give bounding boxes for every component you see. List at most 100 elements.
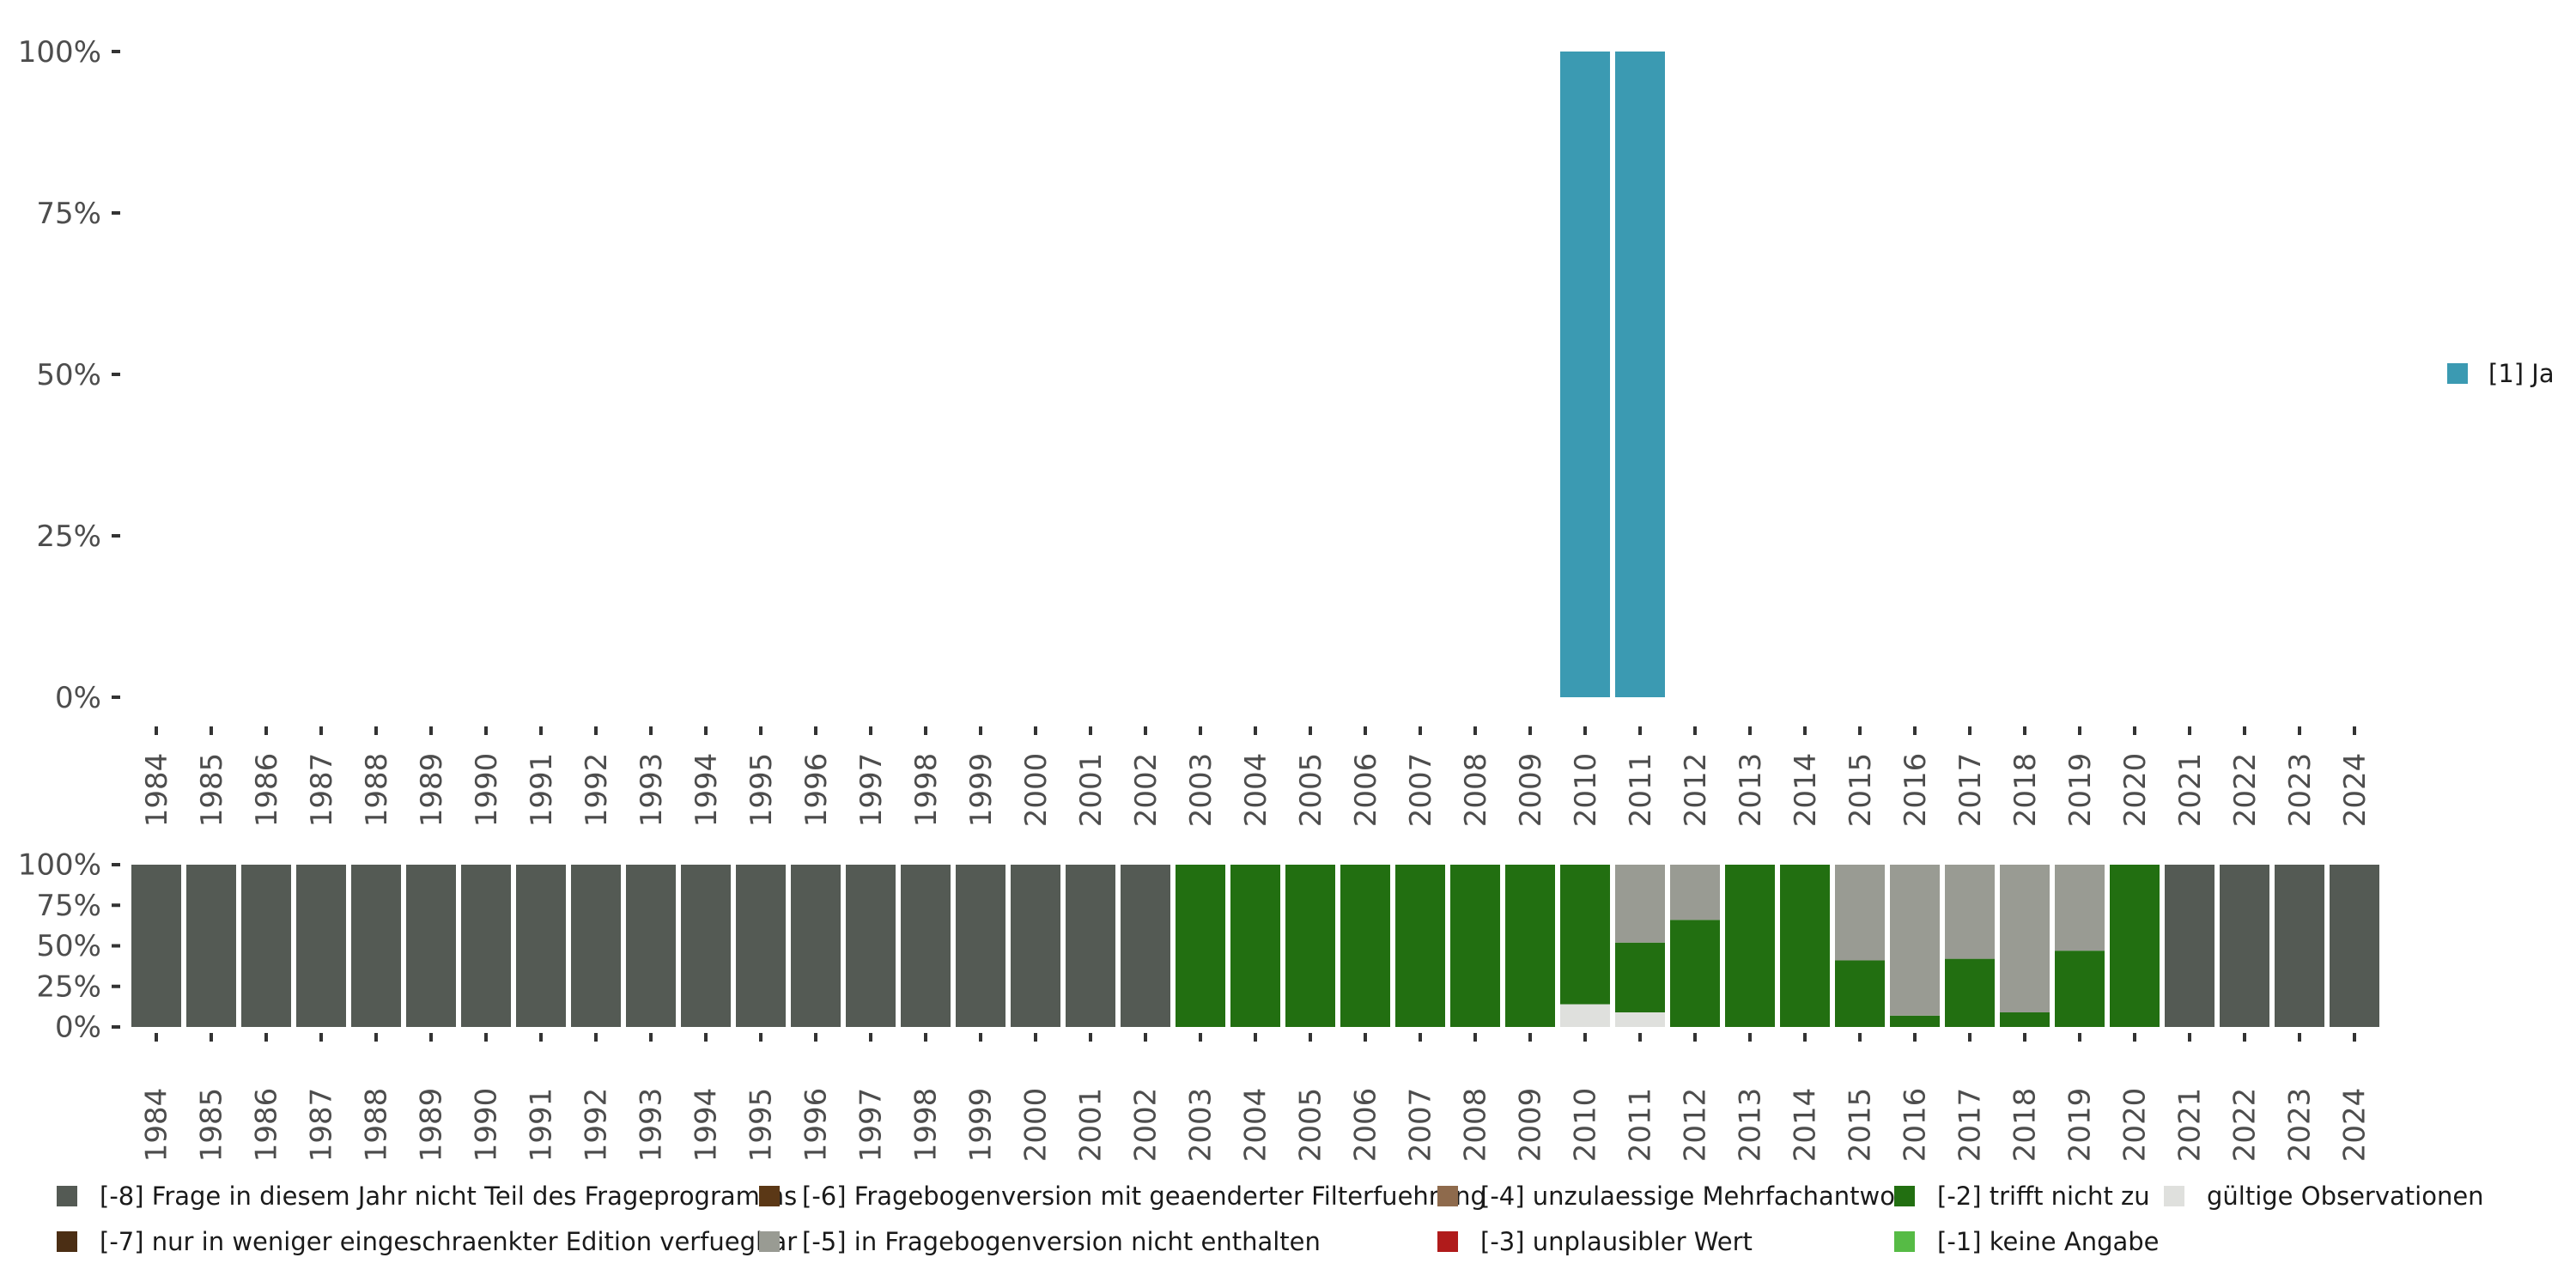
legend-swatch	[2164, 1186, 2184, 1206]
x-tick-label: 1993	[635, 1088, 669, 1163]
bar-segment	[1505, 865, 1555, 1027]
bar-segment	[1340, 865, 1390, 1027]
bar-segment	[2055, 865, 2105, 951]
x-tick-label: 2006	[1349, 753, 1383, 828]
x-tick-label: 2002	[1129, 753, 1163, 828]
bar-segment	[1121, 865, 1170, 1027]
bar-segment	[1011, 865, 1060, 1027]
bar-segment	[1285, 865, 1335, 1027]
y-tick-label: 100%	[18, 848, 101, 883]
x-tick-label: 2012	[1679, 1088, 1713, 1163]
x-tick-label: 1997	[854, 753, 889, 828]
bar-segment	[2275, 865, 2324, 1027]
y-tick-label: 25%	[36, 519, 101, 554]
legend-label: [-7] nur in weniger eingeschraenkter Edi…	[100, 1227, 797, 1256]
bar-segment	[186, 865, 236, 1027]
x-tick-label: 2001	[1074, 753, 1109, 828]
bar-segment	[1835, 865, 1885, 961]
bar-segment	[1725, 865, 1775, 1027]
x-tick-label: 2019	[2063, 1088, 2098, 1163]
x-tick-label: 2021	[2173, 1088, 2208, 1163]
x-tick-label: 2009	[1514, 1088, 1548, 1163]
x-tick-label: 2015	[1844, 753, 1878, 828]
x-tick-label: 2006	[1349, 1088, 1383, 1163]
bar-segment	[351, 865, 401, 1027]
bar-segment	[1560, 865, 1610, 1005]
x-tick-label: 1984	[140, 1088, 174, 1163]
x-tick-label: 1988	[360, 753, 394, 828]
x-tick-label: 2024	[2338, 1088, 2372, 1163]
bottom-chart-panel: 0% 25% 50% 75% 100% 1984 1985 1986 1987 1988 1989 1…	[18, 848, 2379, 1163]
x-tick-label: 2022	[2228, 1088, 2263, 1163]
x-tick-label: 1984	[140, 753, 174, 828]
legend-label: [1] Ja	[2488, 359, 2555, 388]
x-tick-label: 2013	[1734, 1088, 1768, 1163]
bar-segment	[1176, 865, 1225, 1027]
legend-label: [-8] Frage in diesem Jahr nicht Teil des…	[100, 1182, 797, 1211]
x-tick-label: 1992	[580, 1088, 614, 1163]
legend-label: [-6] Fragebogenversion mit geaenderter F…	[802, 1182, 1486, 1211]
bar-segment	[791, 865, 841, 1027]
legend-swatch	[2447, 363, 2468, 384]
x-tick-label: 2023	[2283, 1088, 2318, 1163]
bar-segment	[626, 865, 676, 1027]
legend-label: [-1] keine Angabe	[1937, 1227, 2160, 1256]
bar-segment	[2110, 865, 2160, 1027]
x-tick-label: 1999	[964, 753, 999, 828]
bar-segment	[1230, 865, 1280, 1027]
bar-segment	[296, 865, 346, 1027]
x-tick-label: 1991	[525, 1088, 559, 1163]
x-tick-label: 1998	[909, 1088, 944, 1163]
bar-segment	[461, 865, 511, 1027]
legend-label: [-3] unplausibler Wert	[1480, 1227, 1753, 1256]
y-tick-label: 0%	[55, 1011, 101, 1045]
x-tick-label: 2020	[2118, 753, 2153, 828]
x-tick-label: 2008	[1459, 753, 1493, 828]
x-tick-label: 2015	[1844, 1088, 1878, 1163]
x-tick-label: 2013	[1734, 753, 1768, 828]
x-tick-label: 2017	[1953, 753, 1988, 828]
x-tick-label: 2005	[1294, 753, 1328, 828]
legend-swatch	[1894, 1231, 1915, 1252]
x-tick-label: 1995	[744, 1088, 779, 1163]
bar-segment	[1615, 942, 1665, 1012]
bar-segment	[516, 865, 566, 1027]
bar-segment	[1945, 865, 1995, 959]
x-tick-label: 2011	[1624, 753, 1658, 828]
x-tick-label: 1989	[415, 1088, 449, 1163]
x-tick-label: 1992	[580, 753, 614, 828]
x-tick-label: 1987	[305, 753, 339, 828]
bar-segment	[1615, 1012, 1665, 1027]
bottom-legend: [-8] Frage in diesem Jahr nicht Teil des…	[57, 1182, 2484, 1256]
bar-segment	[2000, 1012, 2050, 1027]
bar-segment	[1395, 865, 1445, 1027]
x-tick-label: 1989	[415, 753, 449, 828]
legend-label: gültige Observationen	[2207, 1182, 2484, 1211]
x-tick-label: 1996	[799, 1088, 834, 1163]
bar-segment	[1945, 958, 1995, 1027]
bar-segment	[681, 865, 731, 1027]
legend-swatch	[57, 1231, 77, 1252]
bar-segment	[1066, 865, 1115, 1027]
x-tick-label: 2014	[1789, 753, 1823, 828]
x-tick-label: 1990	[470, 1088, 504, 1163]
x-tick-label: 2005	[1294, 1088, 1328, 1163]
x-tick-label: 2001	[1074, 1088, 1109, 1163]
x-tick-label: 2014	[1789, 1088, 1823, 1163]
legend-swatch	[57, 1186, 77, 1206]
x-tick-label: 2003	[1184, 1088, 1218, 1163]
x-tick-label: 2012	[1679, 753, 1713, 828]
y-tick-label: 100%	[18, 35, 101, 70]
top-legend: [1] Ja	[2447, 359, 2555, 388]
x-tick-label: 2021	[2173, 753, 2208, 828]
top-chart-panel: 0% 25% 50% 75% 100% 1984 1985 1986 1987 1988 1989 1…	[18, 35, 2372, 827]
bar-segment	[1780, 865, 1830, 1027]
y-tick-label: 75%	[36, 889, 101, 923]
bar-segment	[1615, 865, 1665, 943]
x-tick-label: 2003	[1184, 753, 1218, 828]
x-tick-label: 2020	[2118, 1088, 2153, 1163]
x-tick-label: 1986	[250, 1088, 284, 1163]
x-tick-label: 2023	[2283, 753, 2318, 828]
bar-segment	[901, 865, 951, 1027]
